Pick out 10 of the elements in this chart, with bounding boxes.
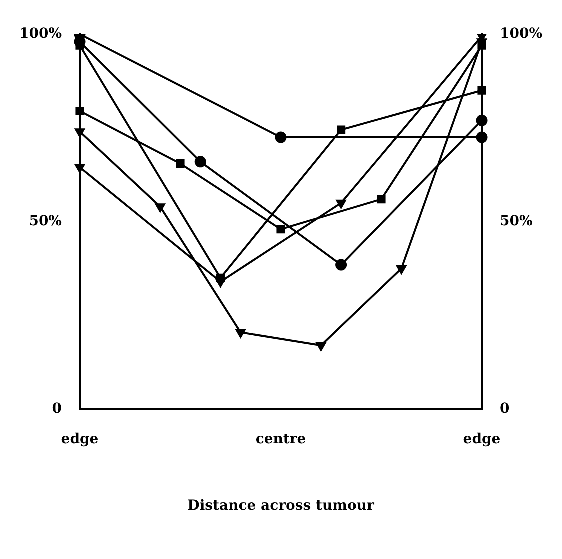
x-tick-label: centre: [256, 431, 306, 448]
y2-tick-label: 50%: [500, 214, 533, 230]
y-tick-label: 100%: [19, 26, 62, 42]
y2-tick-label: 100%: [500, 26, 543, 42]
x-tick-label: edge: [61, 431, 99, 448]
x-tick-label: edge: [463, 431, 501, 448]
x-axis-title: Distance across tumour: [188, 498, 375, 514]
y-tick-label: 0: [52, 401, 62, 418]
y-tick-label: 50%: [29, 214, 62, 230]
y2-tick-label: 0: [500, 401, 510, 418]
